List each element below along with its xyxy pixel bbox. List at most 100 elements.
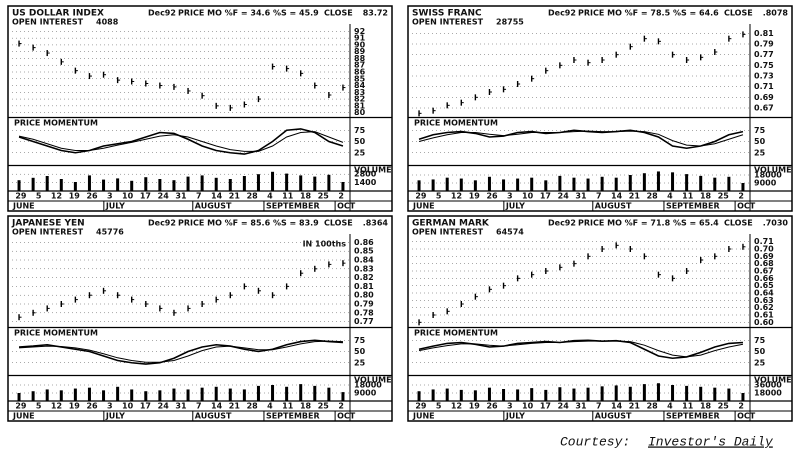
x-tick-label: 17 [540, 402, 551, 411]
x-tick-label: 29 [415, 192, 427, 201]
volume-bar [445, 177, 449, 191]
x-tick-label: 21 [629, 192, 641, 201]
volume-bar [727, 388, 731, 401]
price-tick-label: 0.65 [754, 281, 774, 290]
x-tick-label: 26 [86, 192, 98, 201]
x-tick-label: 5 [436, 402, 442, 411]
x-tick-label: 7 [596, 192, 602, 201]
x-tick-label: 4 [667, 402, 673, 411]
volume-bar [45, 389, 49, 401]
x-tick-label: 4 [667, 192, 673, 201]
volume-bar [116, 386, 120, 401]
volume-bar [341, 182, 345, 191]
volume-bar [713, 177, 717, 191]
volume-bar [242, 389, 246, 401]
volume-bar [299, 175, 303, 191]
study: PRICE MO %F = 71.8 %S = 65.4 [578, 219, 719, 228]
month-label: JULY [105, 202, 125, 211]
momentum-line [418, 340, 744, 358]
volume-bar [431, 179, 435, 191]
x-tick-label: 11 [682, 402, 694, 411]
price-tick-label: 0.60 [754, 318, 774, 327]
price-tick-label: 0.78 [354, 308, 374, 317]
x-tick-label: 10 [522, 192, 534, 201]
volume-bar [431, 389, 435, 401]
month-label: SEPTEMBER [266, 412, 320, 421]
price-tick-label: 88 [354, 54, 366, 63]
x-tick-label: 11 [682, 192, 694, 201]
momentum-line [18, 128, 344, 155]
x-tick-label: 18 [300, 192, 312, 201]
volume-bar [656, 171, 660, 191]
volume-bar [130, 180, 134, 191]
volume-bar [502, 179, 506, 191]
volume-bar [530, 177, 534, 191]
volume-tick-label: 9000 [354, 389, 377, 398]
momentum-tick-label: 75 [354, 126, 366, 135]
month-label: AUGUST [595, 202, 632, 211]
momentum-line [18, 339, 344, 365]
month-label: JUNE [412, 202, 435, 211]
volume-bar [741, 393, 745, 401]
volume-bar [473, 180, 477, 191]
x-tick-label: 26 [486, 192, 498, 201]
price-tick-label: 0.84 [354, 256, 374, 265]
momentum-label: PRICE MOMENTUM [414, 119, 498, 128]
x-tick-label: 10 [522, 402, 534, 411]
month-label: SEPTEMBER [266, 202, 320, 211]
volume-bar [228, 179, 232, 191]
price-tick-label: 82 [354, 95, 365, 104]
volume-bar [313, 385, 317, 401]
momentum-line [18, 131, 344, 152]
x-tick-label: 17 [540, 192, 551, 201]
volume-bar [459, 178, 463, 191]
volume-bar [31, 177, 35, 191]
x-tick-label: 3 [507, 192, 513, 201]
volume-bar [558, 387, 562, 401]
momentum-tick-label: 25 [354, 358, 366, 367]
volume-bar [558, 175, 562, 191]
price-tick-label: 0.69 [754, 93, 774, 102]
price-tick-label: 86 [354, 68, 366, 77]
x-tick-label: 17 [140, 192, 151, 201]
courtesy: Courtesy: [560, 434, 630, 449]
momentum-line [19, 340, 343, 363]
momentum-tick-label: 75 [754, 336, 766, 345]
volume-bar [572, 177, 576, 191]
month-label: SEPTEMBER [666, 412, 720, 421]
volume-bar [45, 176, 49, 191]
volume-bar [445, 388, 449, 401]
study: PRICE MO %F = 85.6 %S = 83.9 [178, 219, 319, 228]
contract: Dec92 [148, 9, 176, 18]
volume-bar [228, 388, 232, 401]
volume-bar [727, 176, 731, 191]
momentum-tick-label: 25 [754, 148, 766, 157]
panel-frame [7, 215, 393, 422]
volume-label: VOLUME [354, 166, 392, 175]
volume-bar [459, 389, 463, 401]
price-tick-label: 0.67 [754, 104, 774, 113]
month-label: JUNE [12, 202, 35, 211]
volume-bar [299, 384, 303, 401]
volume-bar [487, 176, 491, 191]
momentum-tick-label: 25 [754, 358, 766, 367]
volume-bar [200, 387, 204, 401]
volume-bar [642, 173, 646, 191]
volume-bar [31, 391, 35, 401]
study: PRICE MO %F = 34.6 %S = 45.9 [178, 9, 319, 18]
x-tick-label: 11 [282, 402, 294, 411]
volume-bar [102, 390, 106, 401]
price-tick-label: 0.73 [754, 72, 774, 81]
price-tick-label: 0.63 [754, 296, 774, 305]
note: IN 100ths [303, 240, 347, 249]
x-tick-label: 4 [267, 192, 273, 201]
price-tick-label: 90 [354, 40, 366, 49]
x-tick-label: 31 [575, 402, 587, 411]
volume-bar [628, 386, 632, 401]
volume-bar [586, 178, 590, 191]
price-tick-label: 92 [354, 27, 365, 36]
volume-bar [186, 389, 190, 401]
x-tick-label: 18 [700, 192, 712, 201]
oi-label: OPEN INTEREST [12, 228, 84, 237]
momentum-line [418, 130, 744, 147]
